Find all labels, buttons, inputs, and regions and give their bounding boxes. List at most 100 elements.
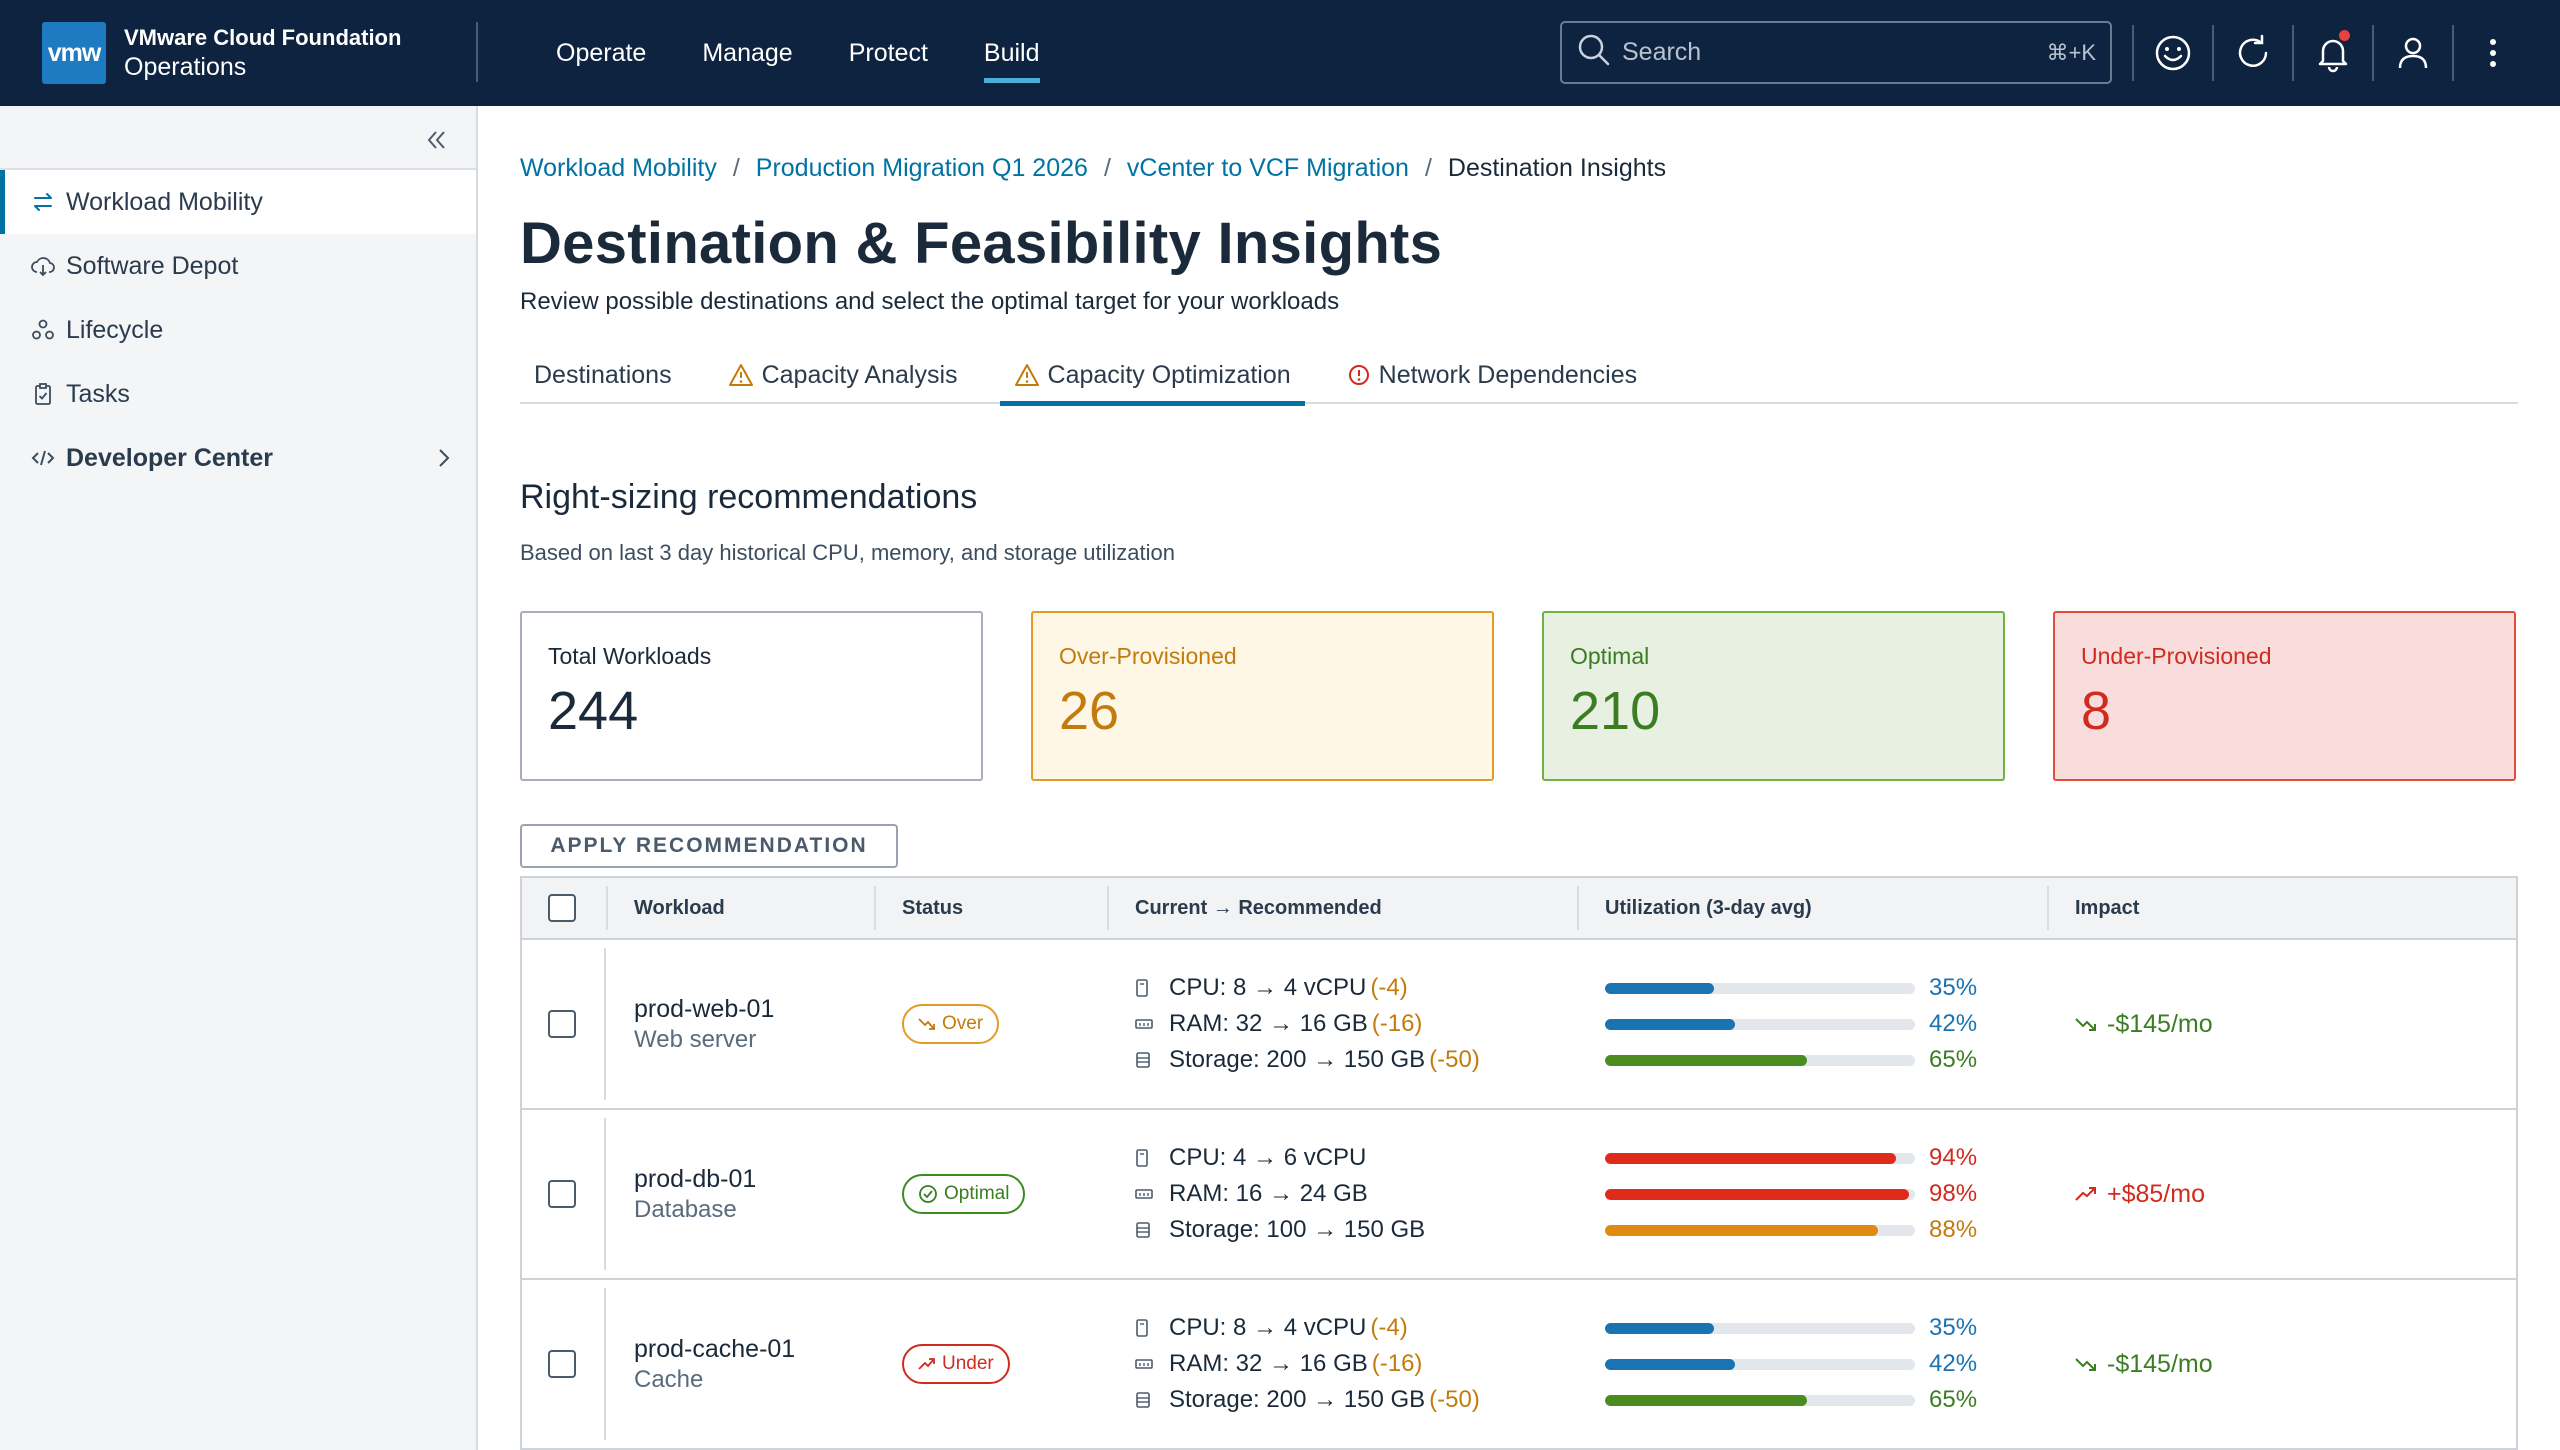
card-label: Under-Provisioned [2081,643,2272,669]
storage-icon [1135,1391,1153,1409]
sidebar-item-software-depot[interactable]: Software Depot [0,234,476,298]
user-menu-button[interactable] [2374,0,2452,106]
search-input[interactable] [1622,38,2047,67]
tab-capacity-optimization[interactable]: Capacity Optimization [999,346,1305,406]
row-checkbox[interactable] [548,1010,576,1038]
header-divider [2452,25,2454,81]
row-checkbox[interactable] [548,1180,576,1208]
sidebar-item-label: Workload Mobility [66,187,263,216]
card-label: Total Workloads [548,643,712,669]
row-checkbox[interactable] [548,1350,576,1378]
bar-fill [1605,1018,1736,1030]
column-header-current-recommended[interactable]: Current → Recommended [1107,878,1577,938]
ram-metric: RAM: 32 → 16 GB (-16) [1135,1006,1480,1042]
table-row: prod-cache-01 Cache Under CPU: 8 → 4 vCP… [522,1280,2516,1450]
nav-operate[interactable]: Operate [556,38,647,67]
utilization-percent: 42% [1929,1010,1978,1037]
sidebar-item-lifecycle[interactable]: Lifecycle [0,298,476,362]
card-total-workloads: Total Workloads 244 [520,611,983,781]
select-all-checkbox[interactable] [548,894,576,922]
bar-fill [1605,1054,1807,1066]
ram-utilization-bar [1605,1018,1915,1030]
header-divider [2292,25,2294,81]
cpu-utilization-bar [1605,1322,1915,1334]
page-subtitle: Review possible destinations and select … [520,288,1340,315]
utilization-percent: 65% [1929,1386,1978,1413]
top-nav: Operate Manage Protect Build [528,0,1068,106]
sidebar-item-label: Software Depot [66,251,239,280]
smiley-icon [2155,35,2191,71]
trend-up-icon [918,1358,935,1370]
column-header-impact[interactable]: Impact [2047,878,2516,938]
summary-cards: Total Workloads 244 Over-Provisioned 26 … [520,611,2516,781]
memory-icon [1135,1355,1153,1373]
sidebar-item-label: Lifecycle [66,315,164,344]
utilization-bars: 94% 98% 88% [1605,1140,1989,1248]
bar-fill [1605,1322,1714,1334]
header-divider [2132,25,2134,81]
product-name: VMware Cloud Foundation [124,25,402,50]
ram-utilization-bar [1605,1188,1915,1200]
column-header-utilization[interactable]: Utilization (3-day avg) [1577,878,2047,938]
tab-capacity-analysis[interactable]: Capacity Analysis [714,346,972,404]
nav-build[interactable]: Build [956,0,1068,106]
app-header: vmw VMware Cloud Foundation Operations O… [0,0,2560,106]
bar-fill [1605,1224,1878,1236]
breadcrumb-link[interactable]: vCenter to VCF Migration [1126,154,1409,182]
trend-up-icon [2075,1187,2096,1201]
storage-utilization-bar [1605,1054,1915,1066]
header-divider [2372,25,2374,81]
header-checkbox-cell [522,878,606,938]
brand[interactable]: vmw VMware Cloud Foundation Operations [0,0,478,106]
column-header-workload[interactable]: Workload [606,878,874,938]
card-value: 210 [1570,681,1661,741]
code-icon [30,445,56,471]
search-box[interactable]: ⌘+K [1560,21,2112,84]
cpu-metric: CPU: 8 → 4 vCPU (-4) [1135,1310,1480,1346]
header-divider [2212,25,2214,81]
warning-icon [728,363,754,387]
utilization-percent: 98% [1929,1180,1978,1207]
feedback-button[interactable] [2134,0,2212,106]
ram-metric: RAM: 32 → 16 GB (-16) [1135,1346,1480,1382]
utilization-bars: 35% 42% 65% [1605,1310,1989,1418]
sidebar-item-workload-mobility[interactable]: Workload Mobility [0,170,476,234]
column-header-status[interactable]: Status [874,878,1107,938]
apply-recommendation-button[interactable]: APPLY RECOMMENDATION [520,824,898,868]
tab-network-dependencies[interactable]: Network Dependencies [1333,346,1651,404]
breadcrumb-link[interactable]: Production Migration Q1 2026 [755,154,1088,182]
cpu-icon [1135,1319,1153,1337]
more-vertical-icon [2490,39,2496,67]
collapse-sidebar-button[interactable] [418,122,454,158]
section-subtitle: Based on last 3 day historical CPU, memo… [520,540,1176,565]
cpu-metric: CPU: 8 → 4 vCPU (-4) [1135,970,1480,1006]
cpu-icon [1135,979,1153,997]
refresh-icon [2238,34,2268,67]
breadcrumb-separator: / [732,154,740,182]
utilization-percent: 35% [1929,1314,1978,1341]
notification-dot [2339,30,2350,41]
more-menu-button[interactable] [2454,0,2532,106]
nav-manage[interactable]: Manage [702,38,793,67]
sidebar-item-developer-center[interactable]: Developer Center [0,426,476,490]
refresh-button[interactable] [2214,0,2292,106]
notifications-button[interactable] [2294,0,2372,106]
card-under-provisioned: Under-Provisioned 8 [2053,611,2516,781]
workload-description: Cache [634,1365,704,1393]
breadcrumb-link[interactable]: Workload Mobility [520,154,717,182]
sidebar-item-label: Tasks [66,379,130,408]
cpu-metric: CPU: 4 → 6 vCPU [1135,1140,1429,1176]
sidebar-item-tasks[interactable]: Tasks [0,362,476,426]
memory-icon [1135,1015,1153,1033]
nav-protect[interactable]: Protect [848,38,928,67]
table-header: Workload Status Current → Recommended Ut… [522,878,2516,940]
utilization-bars: 35% 42% 65% [1605,970,1989,1078]
ram-utilization-bar [1605,1358,1915,1370]
tab-label: Network Dependencies [1378,360,1638,389]
card-label: Over-Provisioned [1059,643,1237,669]
card-value: 8 [2081,681,2112,741]
sidebar: Workload Mobility Software Depot Lifecyc… [0,106,478,1450]
tab-destinations[interactable]: Destinations [520,346,686,404]
sidebar-item-label: Developer Center [66,443,274,472]
storage-utilization-bar [1605,1224,1915,1236]
